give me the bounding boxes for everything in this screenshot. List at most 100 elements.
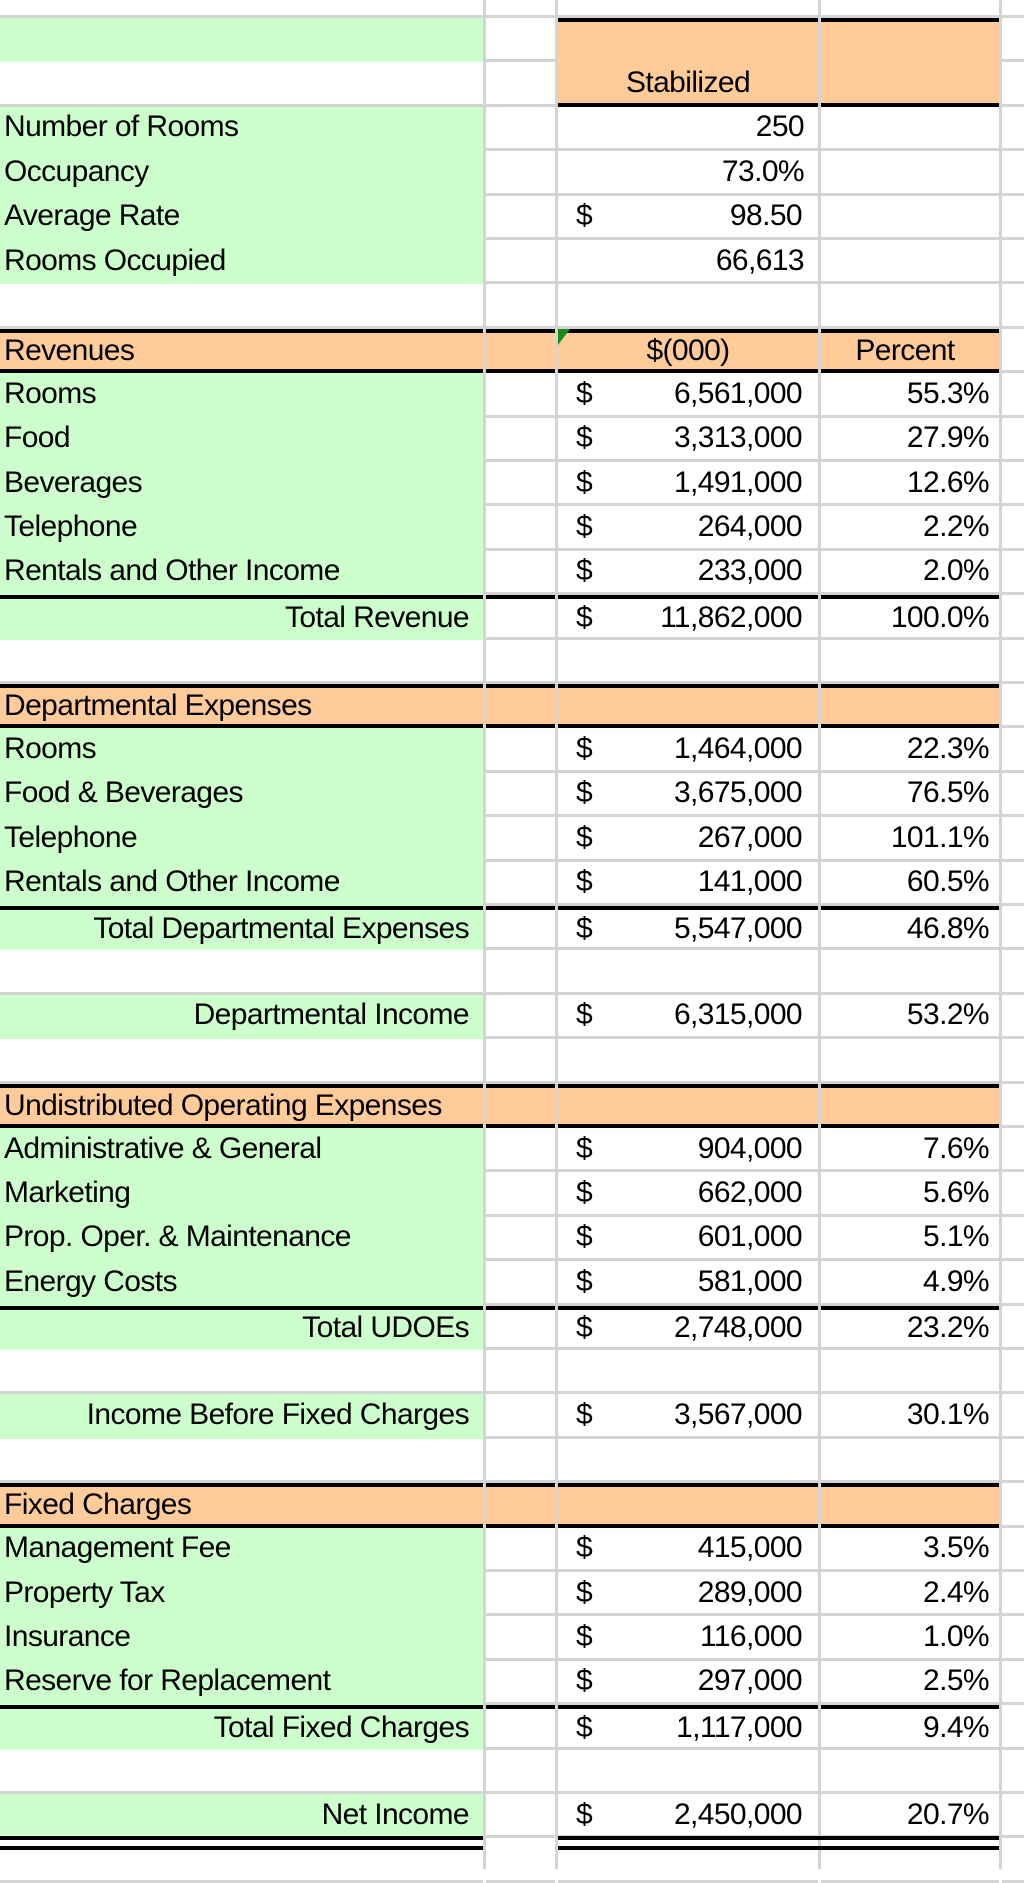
cell-c[interactable] — [558, 1350, 818, 1395]
cell-b[interactable] — [486, 418, 555, 462]
cell-e[interactable] — [1002, 151, 1024, 196]
cell-d[interactable]: 1.0% — [821, 1616, 999, 1661]
cell-d[interactable]: 4.9% — [821, 1261, 999, 1306]
cell-e[interactable] — [1002, 18, 1024, 63]
cell-d[interactable]: 22.3% — [821, 728, 999, 773]
cell-c[interactable]: $5,547,000 — [558, 906, 818, 951]
cell-c[interactable] — [558, 1039, 818, 1084]
cell-a[interactable]: Rooms Occupied — [0, 240, 483, 285]
cell-a[interactable]: Total Revenue — [0, 595, 483, 640]
cell-e[interactable] — [1002, 640, 1024, 684]
cell-b[interactable] — [486, 240, 555, 285]
cell-e[interactable] — [1002, 1306, 1024, 1350]
cell-e[interactable] — [1002, 1039, 1024, 1084]
cell-a[interactable]: Insurance — [0, 1616, 483, 1661]
cell-b[interactable] — [486, 995, 555, 1040]
cell-d[interactable]: 76.5% — [821, 773, 999, 818]
cell-c[interactable]: $(000) — [558, 328, 818, 374]
cell-c[interactable]: $289,000 — [558, 1572, 818, 1617]
cell-b[interactable] — [486, 18, 555, 63]
cell-b[interactable] — [486, 1394, 555, 1439]
cell-b[interactable] — [486, 1616, 555, 1661]
cell-a[interactable]: Total Fixed Charges — [0, 1705, 483, 1750]
cell-e[interactable] — [1002, 1750, 1024, 1794]
cell-a[interactable]: Property Tax — [0, 1572, 483, 1617]
cell-d[interactable] — [821, 1439, 999, 1484]
cell-b[interactable] — [486, 284, 555, 329]
cell-d[interactable]: 2.2% — [821, 506, 999, 551]
cell-a[interactable]: Reserve for Replacement — [0, 1660, 483, 1706]
cell-c[interactable] — [558, 1838, 818, 1883]
cell-d[interactable] — [821, 107, 999, 152]
cell-a[interactable]: Rooms — [0, 728, 483, 773]
cell-c[interactable]: $904,000 — [558, 1128, 818, 1173]
cell-e[interactable] — [1002, 0, 1024, 18]
cell-e[interactable] — [1002, 1172, 1024, 1217]
cell-a[interactable]: Energy Costs — [0, 1261, 483, 1306]
cell-a[interactable]: Management Fee — [0, 1527, 483, 1572]
cell-c[interactable] — [558, 18, 818, 63]
cell-b[interactable] — [486, 817, 555, 862]
cell-a[interactable]: Net Income — [0, 1794, 483, 1839]
cell-e[interactable] — [1002, 817, 1024, 862]
cell-b[interactable] — [486, 728, 555, 773]
cell-c[interactable]: $11,862,000 — [558, 595, 818, 640]
cell-b[interactable] — [486, 373, 555, 418]
cell-a[interactable]: Food — [0, 417, 483, 462]
cell-e[interactable] — [1002, 1572, 1024, 1617]
cell-c[interactable]: $141,000 — [558, 862, 818, 906]
cell-c[interactable]: $601,000 — [558, 1217, 818, 1262]
cell-b[interactable] — [486, 950, 555, 995]
cell-b[interactable] — [486, 1261, 555, 1306]
cell-a[interactable]: Telephone — [0, 817, 483, 862]
cell-a[interactable]: Fixed Charges — [0, 1483, 483, 1528]
cell-b[interactable] — [486, 1705, 555, 1750]
cell-a[interactable]: Number of Rooms — [0, 106, 483, 152]
cell-e[interactable] — [1002, 284, 1024, 329]
cell-c[interactable]: $415,000 — [558, 1528, 818, 1572]
cell-b[interactable] — [486, 328, 555, 374]
cell-c[interactable] — [558, 950, 818, 995]
cell-e[interactable] — [1002, 862, 1024, 906]
cell-c[interactable]: $2,450,000 — [558, 1794, 818, 1839]
cell-e[interactable] — [1002, 906, 1024, 951]
cell-d[interactable] — [821, 284, 999, 329]
cell-a[interactable] — [0, 18, 483, 63]
cell-c[interactable] — [558, 684, 818, 729]
cell-d[interactable]: 5.1% — [821, 1217, 999, 1262]
cell-d[interactable]: 30.1% — [821, 1394, 999, 1439]
cell-b[interactable] — [486, 1794, 555, 1839]
cell-d[interactable]: 9.4% — [821, 1705, 999, 1750]
cell-e[interactable] — [1002, 506, 1024, 551]
cell-e[interactable] — [1002, 728, 1024, 773]
cell-a[interactable] — [0, 284, 483, 329]
cell-b[interactable] — [486, 1350, 555, 1395]
cell-c[interactable] — [558, 640, 818, 684]
cell-b[interactable] — [486, 1528, 555, 1572]
cell-b[interactable] — [486, 773, 555, 818]
cell-b[interactable] — [486, 1217, 555, 1262]
cell-e[interactable] — [1002, 684, 1024, 729]
cell-e[interactable] — [1002, 1794, 1024, 1839]
cell-c[interactable]: $264,000 — [558, 506, 818, 551]
cell-c[interactable]: $2,748,000 — [558, 1305, 818, 1350]
cell-a[interactable] — [0, 950, 483, 995]
cell-d[interactable] — [821, 196, 999, 240]
cell-c[interactable]: $1,117,000 — [558, 1705, 818, 1750]
cell-c[interactable]: $6,315,000 — [558, 995, 818, 1040]
cell-c[interactable]: Stabilized — [558, 62, 818, 107]
cell-a[interactable] — [0, 1750, 483, 1794]
cell-c[interactable]: 73.0% — [558, 151, 818, 196]
cell-c[interactable]: $3,675,000 — [558, 773, 818, 818]
cell-e[interactable] — [1002, 1084, 1024, 1128]
cell-e[interactable] — [1002, 462, 1024, 507]
cell-b[interactable] — [486, 684, 555, 729]
cell-d[interactable]: 3.5% — [821, 1528, 999, 1572]
cell-c[interactable]: $98.50 — [558, 196, 818, 240]
cell-c[interactable]: $3,567,000 — [558, 1394, 818, 1439]
cell-d[interactable]: 5.6% — [821, 1172, 999, 1217]
cell-a[interactable] — [0, 1039, 483, 1084]
cell-d[interactable]: 55.3% — [821, 373, 999, 418]
cell-a[interactable]: Average Rate — [0, 195, 483, 240]
cell-e[interactable] — [1002, 1661, 1024, 1706]
